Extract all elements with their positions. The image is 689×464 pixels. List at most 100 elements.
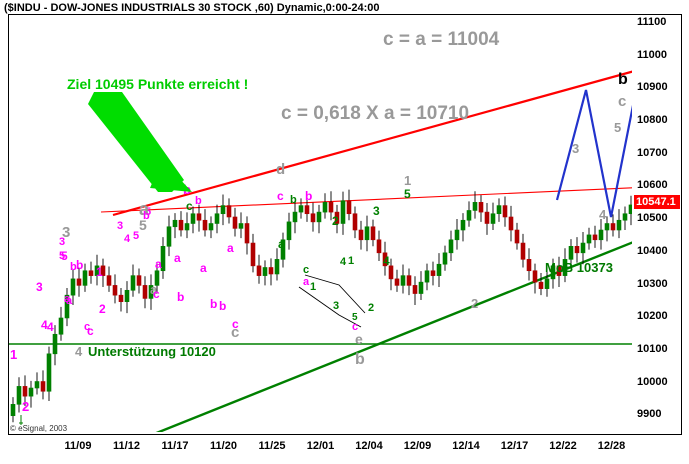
wave-label: c bbox=[186, 199, 193, 213]
wave-label: b bbox=[210, 297, 218, 311]
wave-label: 4 bbox=[599, 207, 607, 222]
price-tick: 10300 bbox=[637, 278, 668, 290]
wave-label: a bbox=[139, 199, 150, 219]
wave-label: 3 bbox=[62, 224, 71, 241]
wave-label: 5 bbox=[59, 250, 66, 262]
price-bars bbox=[10, 189, 632, 423]
wave-label: 3 bbox=[572, 141, 580, 156]
wave-label: 4 bbox=[75, 344, 83, 359]
wave-label: b bbox=[219, 299, 227, 313]
chart-title: ($INDU - DOW-JONES INDUSTRIALS 30 STOCK … bbox=[4, 2, 380, 14]
price-tick: 10700 bbox=[637, 147, 668, 159]
wave-label: b bbox=[195, 195, 202, 207]
wave-label: 1 bbox=[404, 173, 412, 188]
price-tick: 10000 bbox=[637, 376, 668, 388]
support-trendline bbox=[155, 241, 632, 432]
date-tick: 11/25 bbox=[258, 440, 286, 452]
date-tick: 11/12 bbox=[113, 440, 140, 452]
wave-label: 2 bbox=[99, 302, 106, 316]
wave-label: b bbox=[76, 258, 84, 272]
wave-label: a bbox=[174, 251, 181, 265]
resistance-upper-line bbox=[112, 70, 632, 217]
date-tick: 12/09 bbox=[403, 440, 432, 452]
wave-label: a bbox=[150, 282, 158, 297]
wave-label: 4 bbox=[340, 256, 347, 268]
price-tick: 10400 bbox=[637, 245, 668, 257]
wave-label: 5 bbox=[404, 187, 411, 201]
wave-label: a bbox=[155, 257, 162, 271]
price-tick: 10900 bbox=[637, 81, 668, 93]
wedge-guide-lower bbox=[298, 286, 362, 328]
wave-label: 5 bbox=[133, 230, 140, 242]
wave-label: a bbox=[303, 276, 310, 288]
ziel-erreicht: Ziel 10495 Punkte erreicht ! bbox=[67, 76, 249, 92]
plot-svg bbox=[9, 70, 632, 432]
wave-label: 4 bbox=[383, 254, 390, 268]
wave-label: b bbox=[143, 210, 150, 222]
wave-label: 3 bbox=[59, 236, 66, 248]
price-tick: 10600 bbox=[637, 179, 668, 191]
mob-label: MoB 10373 bbox=[545, 260, 613, 275]
wave-label: 1 bbox=[96, 265, 103, 279]
wave-label: 5 bbox=[614, 120, 622, 135]
wave-label: e bbox=[355, 331, 363, 347]
wave-label: b bbox=[177, 290, 185, 304]
price-tick: 9900 bbox=[637, 408, 662, 420]
wave-label: 3 bbox=[373, 204, 380, 218]
wave-label: 1 bbox=[10, 347, 18, 362]
wave-label: c bbox=[84, 321, 91, 333]
candlestick-series bbox=[19, 415, 23, 425]
wave-label: a bbox=[200, 261, 207, 275]
date-tick: 11/17 bbox=[161, 440, 189, 452]
wave-label: 2 bbox=[471, 296, 479, 311]
copyright-label: © eSignal, 2003 bbox=[10, 424, 68, 433]
wave-label: c bbox=[618, 93, 627, 110]
wave-label: 4 bbox=[47, 320, 54, 334]
price-tick: 10500 bbox=[637, 212, 668, 224]
price-tick: 11000 bbox=[637, 49, 667, 61]
wave-label: 2 bbox=[368, 302, 375, 314]
price-axis[interactable]: 11100 11000 10900 10800 10700 10600 1054… bbox=[633, 14, 682, 435]
wave-label: 2 bbox=[22, 399, 30, 414]
wave-label: 3 bbox=[36, 280, 43, 294]
date-axis[interactable]: 11/09 11/12 11/17 11/20 11/25 12/01 12/04 12/09… bbox=[0, 436, 689, 462]
wave-label: a bbox=[66, 295, 73, 307]
date-tick: 12/14 bbox=[452, 440, 480, 452]
date-tick: 12/04 bbox=[355, 440, 383, 452]
price-tick: 11100 bbox=[637, 16, 667, 28]
wave-label: 1 bbox=[348, 255, 355, 267]
target-c-0618-a: c = 0,618 X a = 10710 bbox=[281, 103, 470, 124]
projection-path bbox=[555, 89, 632, 218]
wave-label: c bbox=[153, 287, 160, 301]
date-tick: 12/22 bbox=[549, 440, 577, 452]
target-arrow-icon bbox=[88, 92, 192, 192]
wedge-guide-upper bbox=[304, 274, 366, 314]
wave-label: b bbox=[305, 189, 313, 203]
date-tick: 11/09 bbox=[64, 440, 92, 452]
wave-label: b bbox=[355, 351, 365, 368]
target-c-equals-a: c = a = 11004 bbox=[383, 29, 500, 50]
price-tick: 10200 bbox=[637, 310, 668, 322]
date-tick: 12/01 bbox=[306, 440, 335, 452]
wave-label: 3 bbox=[333, 300, 340, 312]
wave-label: 4 bbox=[41, 318, 48, 332]
wave-label: 5 bbox=[139, 217, 147, 233]
wave-label: a bbox=[64, 293, 71, 305]
wave-label: c bbox=[277, 189, 284, 203]
wave-label: 1 bbox=[310, 281, 317, 293]
date-tick: 12/17 bbox=[500, 440, 529, 452]
wave-label: c bbox=[303, 264, 310, 276]
wave-label: b bbox=[618, 71, 628, 88]
date-tick: 11/20 bbox=[210, 440, 237, 452]
wave-label: c bbox=[352, 321, 359, 333]
wave-label: c bbox=[231, 324, 240, 341]
date-tick: 12/28 bbox=[597, 440, 626, 452]
wave-label: d bbox=[276, 161, 286, 178]
wave-label: b bbox=[290, 194, 297, 206]
wave-label: b bbox=[70, 261, 77, 273]
price-plot-area[interactable] bbox=[8, 14, 635, 435]
resistance-inner-line bbox=[100, 187, 632, 213]
wave-label: 2 bbox=[332, 214, 339, 228]
wave-label: 5 bbox=[352, 312, 358, 323]
